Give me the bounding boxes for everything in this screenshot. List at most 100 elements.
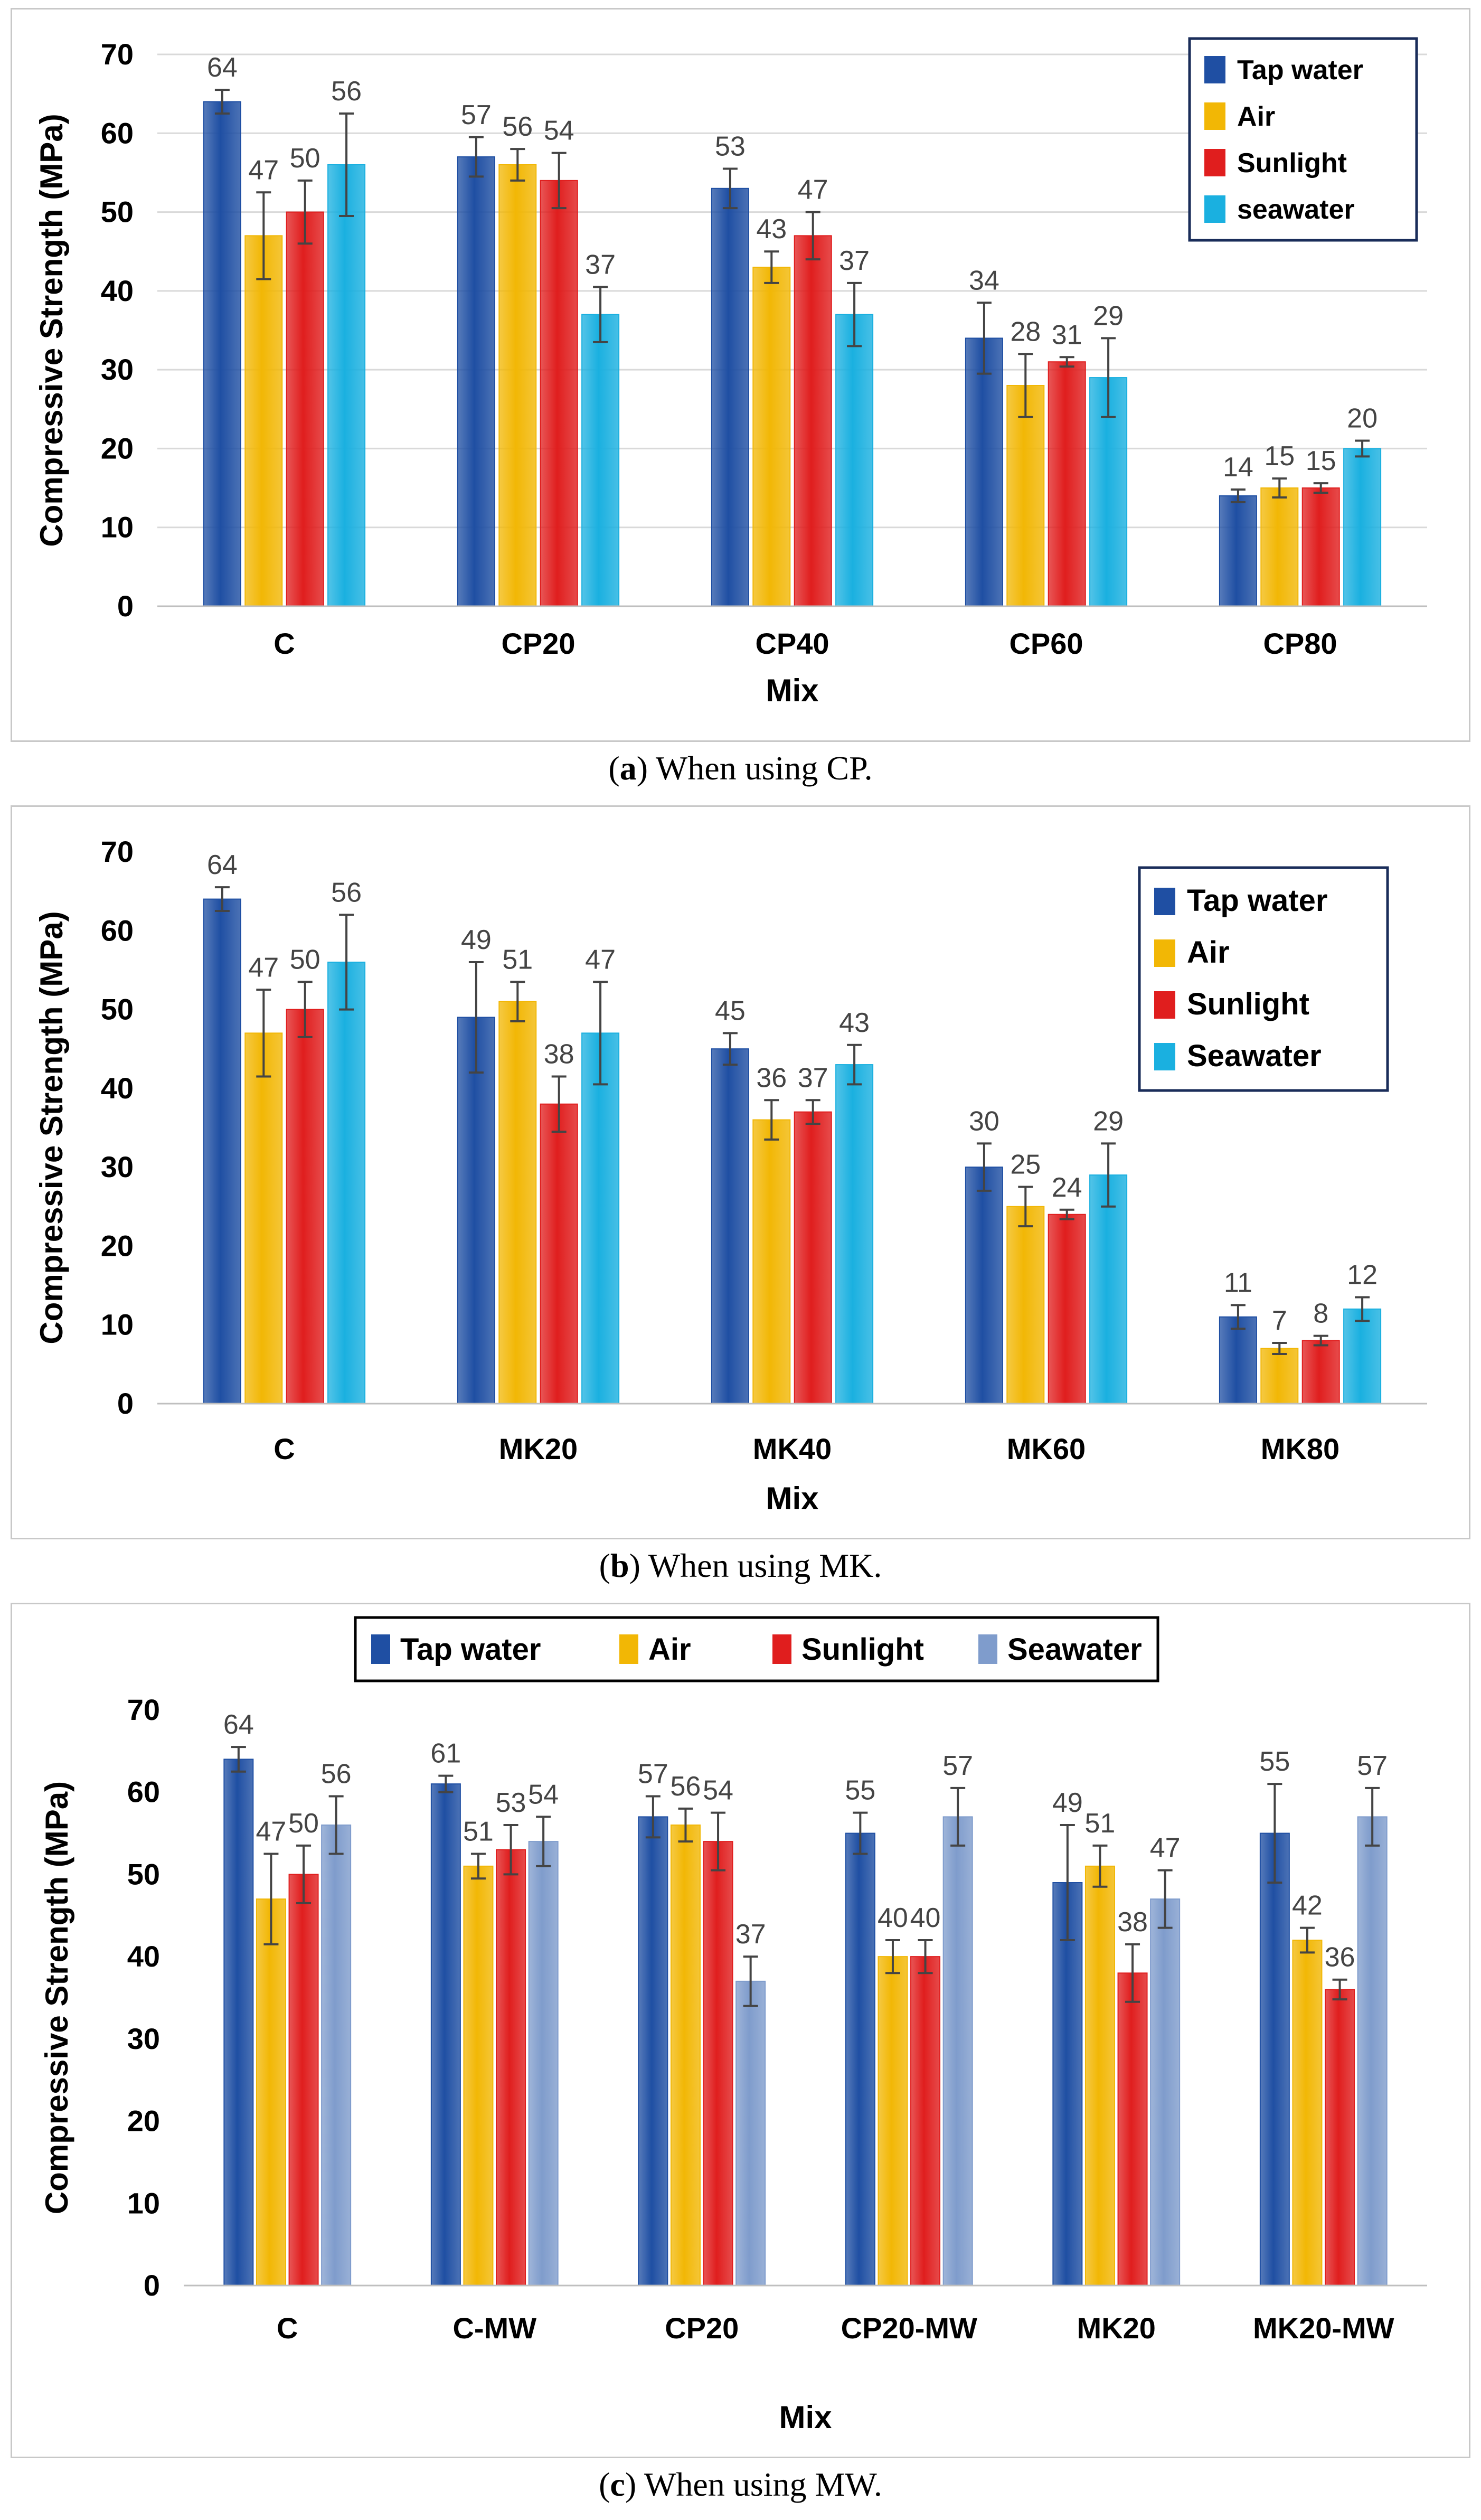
data-label: 40 xyxy=(910,1903,941,1933)
data-label: 50 xyxy=(290,143,320,174)
y-tick-label: 30 xyxy=(101,1150,134,1183)
bar xyxy=(1260,487,1299,607)
data-label: 55 xyxy=(1259,1746,1290,1777)
y-tick-label: 40 xyxy=(101,1071,134,1105)
data-label: 8 xyxy=(1313,1299,1328,1329)
data-label: 47 xyxy=(798,175,828,205)
x-tick-label: MK20 xyxy=(1077,2311,1156,2345)
x-tick-label: CP20 xyxy=(501,627,575,660)
data-label: 36 xyxy=(756,1062,787,1093)
y-tick-label: 70 xyxy=(101,835,134,868)
bar xyxy=(430,1783,461,2286)
data-label: 28 xyxy=(1010,316,1041,347)
bar xyxy=(965,1167,1003,1405)
legend-label: Seawater xyxy=(1007,1632,1142,1667)
data-label: 14 xyxy=(1223,452,1253,483)
bar xyxy=(845,1832,875,2287)
bar xyxy=(1357,1816,1388,2286)
bar xyxy=(670,1825,701,2286)
bar xyxy=(288,1874,319,2286)
legend-label: Tap water xyxy=(400,1632,541,1667)
bar xyxy=(1259,1832,1290,2287)
data-label: 11 xyxy=(1224,1267,1252,1298)
data-label: 38 xyxy=(1117,1907,1148,1938)
bar xyxy=(835,1064,874,1405)
data-label: 56 xyxy=(321,1759,352,1790)
legend: Tap water Air Sunlight Seawater xyxy=(354,1616,1159,1682)
data-label: 47 xyxy=(248,155,279,185)
bar xyxy=(878,1956,908,2286)
legend-swatch xyxy=(1154,888,1175,915)
legend: Tap water Air Sunlight seawater xyxy=(1188,37,1418,242)
data-label: 57 xyxy=(638,1759,668,1790)
data-label: 37 xyxy=(798,1062,828,1093)
bar xyxy=(735,1980,766,2286)
x-tick-label: C-MW xyxy=(452,2311,536,2345)
bar xyxy=(1006,385,1045,607)
caption-b: (b) When using MK. xyxy=(599,1547,882,1584)
y-axis-label: Compressive Strength (MPa) xyxy=(34,911,69,1344)
legend-box xyxy=(1138,866,1389,1092)
bar xyxy=(321,1825,352,2286)
x-tick-label: C xyxy=(273,1432,295,1465)
y-tick-label: 30 xyxy=(101,353,134,386)
data-label: 54 xyxy=(544,116,574,146)
bar xyxy=(703,1841,733,2286)
data-label: 29 xyxy=(1093,1106,1124,1136)
legend-swatch xyxy=(1204,195,1225,223)
y-tick-label: 10 xyxy=(101,1308,134,1341)
data-label: 40 xyxy=(878,1903,908,1933)
bar xyxy=(1301,487,1340,607)
bar xyxy=(496,1849,526,2286)
legend-swatch xyxy=(1154,939,1175,967)
y-tick-label: 70 xyxy=(127,1693,160,1726)
data-label: 7 xyxy=(1272,1305,1287,1336)
data-label: 61 xyxy=(430,1738,461,1769)
y-tick-label: 10 xyxy=(127,2186,160,2220)
bar xyxy=(1219,495,1257,607)
bar xyxy=(244,1032,283,1405)
legend-label: Sunlight xyxy=(1237,148,1347,178)
y-tick-label: 50 xyxy=(101,993,134,1026)
y-axis-label: Compressive Strength (MPa) xyxy=(39,1781,74,2214)
bar xyxy=(910,1956,941,2286)
bar xyxy=(1343,1308,1382,1404)
bar xyxy=(965,337,1003,607)
bar xyxy=(223,1759,254,2286)
legend-label: seawater xyxy=(1237,194,1355,225)
data-label: 37 xyxy=(839,246,870,276)
bar xyxy=(256,1898,286,2286)
bar xyxy=(711,1048,749,1404)
bar xyxy=(1292,1940,1323,2286)
data-label: 47 xyxy=(585,944,616,975)
bar xyxy=(540,180,578,607)
bar xyxy=(1048,361,1086,607)
data-label: 30 xyxy=(969,1106,999,1136)
data-label: 15 xyxy=(1306,446,1336,476)
y-tick-label: 50 xyxy=(101,195,134,229)
bar xyxy=(1325,1989,1355,2286)
x-tick-label: CP20 xyxy=(665,2311,739,2345)
data-label: 56 xyxy=(331,877,362,908)
data-label: 47 xyxy=(256,1817,287,1847)
chart-c: 0 10 20 30 40 50 60 70 Compressive Strength (MPa… xyxy=(39,1616,1427,2435)
bar xyxy=(1260,1348,1299,1404)
legend-label: Air xyxy=(1187,935,1230,970)
data-label: 51 xyxy=(502,944,533,975)
data-label: 56 xyxy=(331,76,362,107)
bar xyxy=(286,1009,324,1405)
y-tick-label: 0 xyxy=(117,589,134,623)
caption-c: (c) When using MW. xyxy=(599,2466,882,2503)
bar xyxy=(457,156,495,607)
data-label: 15 xyxy=(1264,441,1295,472)
y-tick-label: 0 xyxy=(144,2269,160,2302)
y-tick-label: 20 xyxy=(101,1229,134,1262)
data-label: 51 xyxy=(1085,1808,1116,1839)
legend: Tap water Air Sunlight Seawater xyxy=(1138,866,1389,1092)
x-tick-label: C xyxy=(277,2311,298,2345)
data-label: 43 xyxy=(756,214,787,245)
legend-swatch xyxy=(1204,149,1225,176)
y-tick-label: 60 xyxy=(101,914,134,947)
x-tick-label: CP20-MW xyxy=(841,2311,977,2345)
data-label: 42 xyxy=(1292,1891,1323,1921)
